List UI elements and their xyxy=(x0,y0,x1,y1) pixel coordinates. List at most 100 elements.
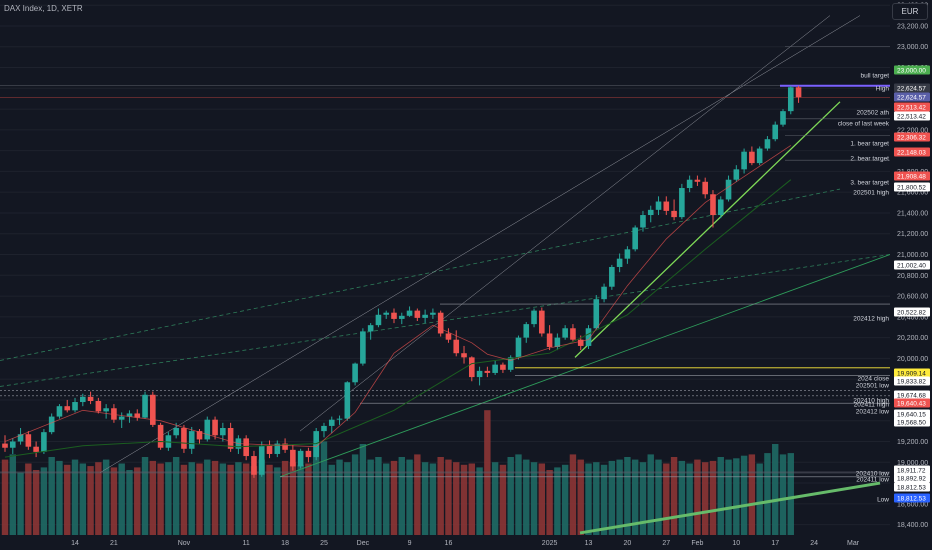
price-tick-label: 20,800.00 xyxy=(897,273,928,280)
price-axis[interactable]: 18,400.0018,600.0018,800.0019,000.0019,2… xyxy=(890,0,932,550)
candle-body xyxy=(227,428,234,449)
candle-body xyxy=(539,310,545,334)
date-label: Nov xyxy=(178,540,191,547)
price-tag xyxy=(894,493,930,503)
volume-bar xyxy=(126,470,133,535)
volume-bar xyxy=(9,454,16,535)
date-label: 25 xyxy=(320,540,328,547)
price-tag-label: 18,812.53 xyxy=(897,496,926,503)
level-label: 202411 high xyxy=(854,402,890,409)
price-tag-label: 20,522.82 xyxy=(897,310,926,317)
trendline-bottom xyxy=(579,481,881,535)
price-tag xyxy=(894,83,930,93)
candle-body xyxy=(570,328,576,340)
candle-body xyxy=(663,201,670,211)
candle-body xyxy=(445,333,452,340)
volume-bar xyxy=(538,463,546,535)
price-tag-label: 19,909.14 xyxy=(897,371,926,378)
candle-body xyxy=(80,396,86,403)
level-label: 202501 high xyxy=(853,190,889,197)
candle-body xyxy=(725,179,732,200)
price-tag-label: 19,640.15 xyxy=(897,412,926,419)
price-tag-label: 22,148.03 xyxy=(897,150,926,157)
price-tag-label: 22,513.42 xyxy=(897,105,926,112)
candle-body xyxy=(383,312,390,315)
volume-bar xyxy=(398,457,405,535)
volume-bar xyxy=(242,463,250,535)
channel-line xyxy=(99,15,861,473)
volume-bar xyxy=(577,459,584,535)
price-tag-label: 19,568.50 xyxy=(897,420,926,427)
volume-bar xyxy=(491,462,499,535)
horizontal-levels: bull target High 202502 ath close of last w… xyxy=(0,46,890,504)
candle-body xyxy=(150,394,156,425)
grid-lines xyxy=(0,4,890,526)
candle-body xyxy=(142,394,148,418)
volume-bar xyxy=(320,441,328,535)
symbol-title[interactable]: DAX Index, 1D, XETR xyxy=(4,4,83,13)
time-axis[interactable]: 14 21 Nov 11 18 25 Dec 9 16 2025 13 20 27 Feb 10 17 24 Ma… xyxy=(0,536,932,550)
channel-line xyxy=(299,15,831,432)
volume-bar xyxy=(756,463,763,535)
volume-bar xyxy=(779,454,787,535)
price-tag-label: 22,624.57 xyxy=(897,95,926,102)
date-label: 21 xyxy=(110,540,118,547)
volume-bar xyxy=(631,459,639,535)
volume-bar xyxy=(390,460,398,535)
volume-bar xyxy=(686,463,693,535)
date-label: 17 xyxy=(771,540,779,547)
level-label: 202412 low xyxy=(856,409,890,416)
candle-body xyxy=(593,299,600,329)
volume-bar xyxy=(655,459,662,535)
volume-bar xyxy=(717,457,724,535)
candle-body xyxy=(398,315,405,319)
volume-bar xyxy=(274,467,281,535)
currency-button[interactable]: EUR xyxy=(892,3,928,20)
level-label: 2. bear target xyxy=(850,156,889,163)
volume-bar xyxy=(772,444,779,535)
price-tick-label: 23,000.00 xyxy=(897,44,928,51)
candle-body xyxy=(41,432,47,452)
candle-body xyxy=(562,328,568,338)
candle-body xyxy=(336,418,343,420)
price-tag-label: 22,624.57 xyxy=(897,86,926,93)
date-label: 16 xyxy=(445,540,453,547)
candle-body xyxy=(157,424,164,448)
volume-bar xyxy=(157,463,164,535)
volume-bar xyxy=(383,463,390,535)
candle-body xyxy=(103,408,109,412)
moving-averages xyxy=(4,145,792,458)
volume-bar xyxy=(530,462,538,535)
volume-bar xyxy=(476,467,483,535)
candle-body xyxy=(756,148,763,164)
candle-body xyxy=(165,435,172,448)
volume-bar xyxy=(740,455,748,535)
volume-bar xyxy=(429,463,437,535)
candle-body xyxy=(601,286,607,300)
candle-body xyxy=(25,434,32,447)
candle-body xyxy=(274,443,281,454)
candles xyxy=(2,85,802,478)
candle-body xyxy=(795,87,802,98)
candle-body xyxy=(624,249,631,259)
volume-bar xyxy=(188,462,195,535)
price-tag-label: 21,800.52 xyxy=(897,185,926,192)
date-label: 11 xyxy=(243,540,250,547)
price-tag-label: 18,812.53 xyxy=(897,485,926,492)
candle-body xyxy=(780,111,786,125)
candle-body xyxy=(694,179,701,182)
price-tick-label: 21,600.00 xyxy=(897,190,928,197)
candle-body xyxy=(632,227,638,250)
date-label: 13 xyxy=(585,540,593,547)
candle-body xyxy=(360,331,366,364)
price-tag xyxy=(894,171,930,181)
candle-body xyxy=(258,445,265,475)
volume-bar xyxy=(235,462,242,535)
volume-bar xyxy=(102,459,110,535)
volume-bar xyxy=(344,462,351,535)
volume-bar xyxy=(25,463,32,535)
price-tick-label: 23,200.00 xyxy=(897,23,928,30)
level-label: 2024 close xyxy=(858,376,890,383)
volume-bar xyxy=(647,454,654,535)
